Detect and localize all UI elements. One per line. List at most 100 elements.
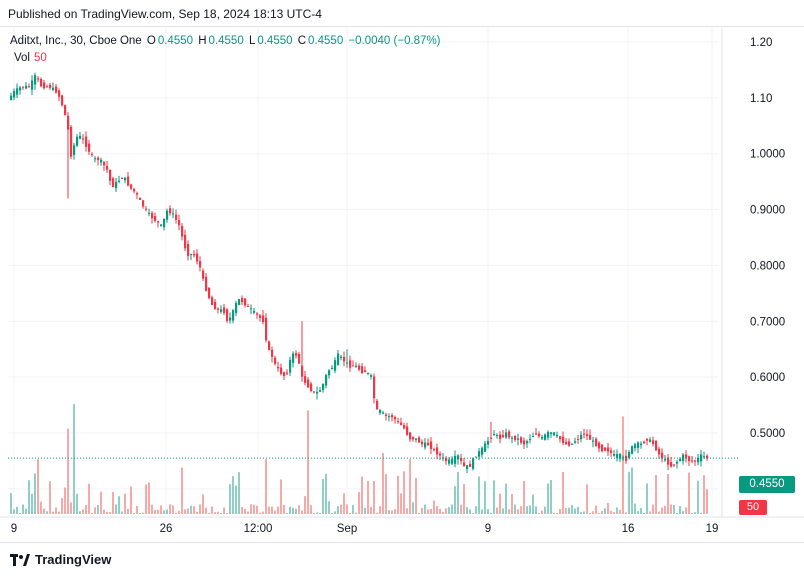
candle-body — [169, 208, 172, 214]
candle-body — [487, 440, 490, 445]
candle-body — [49, 84, 52, 88]
y-tick-label: 0.8000 — [750, 260, 785, 272]
volume-bar — [229, 484, 231, 514]
volume-bar — [532, 494, 534, 514]
volume-bar — [181, 467, 183, 514]
volume-bar — [292, 507, 294, 514]
candle-body — [247, 305, 250, 307]
volume-bar — [634, 503, 636, 514]
volume-bar — [448, 507, 450, 514]
candle-body — [376, 400, 379, 410]
volume-bar — [397, 475, 399, 514]
x-tick-label: 9 — [11, 523, 17, 535]
volume-bar — [505, 483, 507, 514]
volume-bar — [667, 474, 669, 514]
volume-bar — [211, 506, 213, 514]
candle-body — [496, 435, 499, 437]
candle-body — [340, 356, 343, 359]
volume-bar — [367, 480, 369, 514]
volume-bar — [175, 512, 177, 514]
candle-body — [127, 176, 130, 186]
volume-bar — [619, 509, 621, 514]
volume-bar — [166, 509, 168, 514]
candle-body — [397, 421, 400, 423]
candle-body — [703, 456, 706, 458]
candle-body — [349, 360, 352, 368]
volume-bar — [16, 506, 18, 514]
candle-body — [67, 115, 70, 130]
candle-body — [388, 416, 391, 418]
volume-bar — [568, 507, 570, 514]
candle-body — [685, 454, 688, 459]
candle-body — [187, 243, 190, 256]
volume-value: 50 — [34, 52, 47, 64]
volume-bar — [298, 505, 300, 514]
candle-body — [574, 441, 577, 443]
price-chart[interactable]: 1.20 1.10 1.0000 0.9000 0.8000 0.7000 0.6000 0.… — [0, 26, 804, 542]
candle-body — [241, 298, 244, 303]
volume-bar — [202, 494, 204, 514]
candle-body — [181, 225, 184, 237]
candle-body — [655, 440, 658, 451]
candle-body — [214, 301, 217, 310]
candle-body — [394, 416, 397, 420]
candle-body — [130, 184, 133, 189]
candle-body — [628, 452, 631, 458]
volume-bar — [205, 507, 207, 514]
candle-body — [460, 458, 463, 461]
candle-body — [175, 214, 178, 220]
candle-body — [610, 450, 613, 453]
volume-bar — [586, 484, 588, 514]
candle-body — [673, 464, 676, 466]
candle-body — [532, 435, 535, 437]
candle-body — [643, 441, 646, 444]
candle-body — [412, 436, 415, 440]
candle-body — [580, 434, 583, 440]
candle-body — [481, 447, 484, 455]
candle-body — [502, 434, 505, 437]
published-caption: Published on TradingView.com, Sep 18, 20… — [8, 7, 322, 21]
candle-body — [163, 218, 166, 228]
tradingview-footer[interactable]: TradingView — [10, 552, 111, 567]
volume-bar — [547, 483, 549, 514]
candle-body — [631, 446, 634, 454]
candle-body — [217, 308, 220, 310]
candle-body — [106, 165, 109, 170]
volume-bar — [163, 510, 165, 514]
candle-body — [172, 213, 175, 215]
volume-legend: Vol 50 — [14, 52, 47, 64]
y-tick-label: 0.9000 — [750, 205, 785, 217]
candle-body — [451, 459, 454, 464]
candle-body — [454, 456, 457, 464]
volume-bar — [217, 511, 219, 514]
candle-body — [97, 157, 100, 161]
candle-body — [436, 447, 439, 455]
candle-body — [391, 415, 394, 418]
volume-bar — [631, 467, 633, 514]
candle-body — [424, 442, 427, 448]
candle-body — [184, 234, 187, 249]
candle-body — [508, 431, 511, 438]
x-tick-label: 9 — [485, 523, 491, 535]
candle-body — [202, 270, 205, 279]
volume-bar — [304, 496, 306, 514]
volume-bar — [523, 481, 525, 514]
x-tick-label: 16 — [622, 523, 635, 535]
volume-bar — [115, 504, 117, 514]
candle-body — [298, 354, 301, 364]
candle-body — [322, 383, 325, 390]
candle-body — [157, 221, 160, 223]
candle-body — [115, 181, 118, 189]
candle-body — [61, 95, 64, 106]
volume-bar — [148, 482, 150, 514]
candle-body — [58, 90, 61, 97]
volume-bar — [391, 510, 393, 514]
volume-bar — [199, 504, 201, 514]
volume-bar — [157, 509, 159, 514]
candle-body — [13, 91, 16, 98]
volume-bar — [706, 489, 708, 514]
tradingview-logo-icon — [10, 553, 30, 566]
volume-bar — [280, 479, 282, 514]
candle-body — [283, 372, 286, 377]
candle-body — [109, 169, 112, 181]
